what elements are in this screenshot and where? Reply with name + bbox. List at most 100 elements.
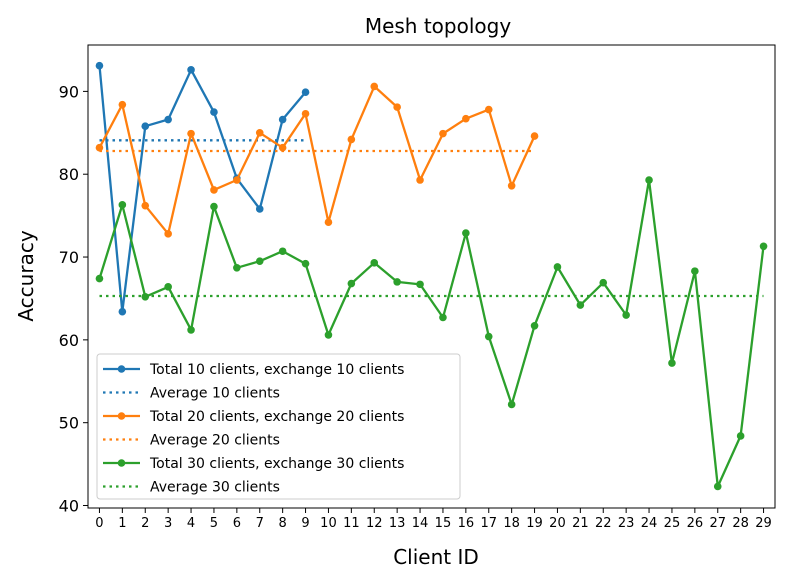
x-axis: 0 1 2 3 4 5 6 7 8 9 10 11 12 13 14 15 16 17 18 19 20 21 22 23 24… (95, 508, 772, 531)
x-tick-label: 15 (435, 516, 452, 531)
data-point (416, 176, 424, 184)
data-point (210, 108, 218, 116)
data-point (141, 201, 150, 210)
data-point (668, 359, 676, 367)
x-tick-label: 0 (95, 516, 103, 531)
legend-label: Average 10 clients (150, 386, 280, 402)
data-point (553, 263, 562, 271)
x-tick-label: 1 (118, 516, 126, 531)
series-line (98, 65, 307, 313)
data-point (301, 88, 310, 97)
data-point (187, 129, 195, 138)
x-tick-label: 22 (595, 516, 612, 531)
data-point (713, 482, 722, 491)
x-tick-label: 13 (389, 516, 406, 531)
data-point (439, 129, 447, 138)
data-point (95, 143, 104, 152)
x-tick-label: 28 (732, 516, 749, 531)
x-tick-label: 6 (233, 516, 241, 531)
y-tick-label: 40 (59, 497, 79, 516)
y-tick-label: 90 (59, 82, 79, 101)
data-point (370, 82, 379, 91)
y-tick-label: 70 (59, 248, 79, 267)
legend-marker (117, 412, 126, 420)
data-point (599, 278, 608, 287)
x-tick-label: 4 (187, 516, 195, 531)
plot-area (95, 61, 768, 491)
data-point (622, 311, 630, 319)
data-point (278, 143, 287, 152)
data-point (645, 176, 653, 184)
data-point (118, 201, 127, 209)
x-tick-label: 17 (480, 516, 497, 531)
x-axis-label: Client ID (393, 545, 479, 569)
series-4 (95, 176, 768, 491)
x-tick-label: 10 (320, 516, 337, 531)
x-tick-label: 27 (709, 516, 726, 531)
x-tick-label: 25 (664, 516, 681, 531)
data-point (301, 259, 310, 268)
x-tick-label: 14 (412, 516, 429, 531)
data-point (370, 259, 379, 267)
data-point (507, 400, 516, 409)
legend-label: Average 20 clients (150, 433, 280, 449)
data-point (507, 182, 516, 190)
series-line (98, 178, 765, 488)
data-point (324, 218, 333, 227)
data-point (530, 132, 539, 140)
data-point (95, 61, 104, 70)
data-point (210, 202, 218, 211)
legend-label: Total 10 clients, exchange 10 clients (149, 362, 404, 378)
data-point (278, 115, 287, 124)
data-point (576, 301, 585, 309)
data-point (233, 264, 241, 272)
x-tick-label: 11 (343, 516, 360, 531)
y-axis: 40 50 60 70 80 90 (59, 82, 88, 516)
data-point (759, 242, 768, 251)
legend: Total 10 clients, exchange 10 clients Ave… (96, 353, 461, 500)
series-0 (95, 61, 310, 316)
x-tick-label: 24 (641, 516, 658, 531)
data-point (95, 274, 104, 283)
data-point (530, 321, 539, 330)
data-point (255, 257, 264, 265)
x-tick-label: 9 (301, 516, 309, 531)
data-point (393, 278, 401, 286)
data-point (187, 66, 195, 74)
data-point (141, 122, 150, 130)
data-point (691, 267, 699, 275)
x-tick-label: 19 (526, 516, 543, 531)
x-tick-label: 16 (458, 516, 475, 531)
x-tick-label: 18 (503, 516, 520, 531)
x-tick-label: 21 (572, 516, 589, 531)
data-point (347, 279, 356, 288)
data-point (484, 332, 493, 341)
data-point (278, 247, 287, 256)
x-tick-label: 23 (618, 516, 635, 531)
data-point (210, 186, 218, 194)
plot-frame (87, 44, 776, 509)
data-point (255, 205, 264, 213)
x-tick-label: 26 (687, 516, 704, 531)
data-point (187, 326, 195, 334)
data-point (393, 103, 401, 111)
chart-title: Mesh topology (365, 14, 512, 38)
legend-marker (117, 459, 126, 467)
data-point (736, 432, 745, 440)
legend-marker (117, 365, 126, 373)
data-point (118, 307, 127, 316)
data-point (164, 230, 172, 238)
data-point (301, 109, 310, 118)
x-tick-label: 8 (279, 516, 287, 531)
data-point (462, 114, 470, 123)
data-point (484, 105, 493, 114)
data-point (416, 280, 424, 289)
x-tick-label: 29 (755, 516, 772, 531)
data-point (255, 128, 264, 137)
y-axis-label: Accuracy (14, 230, 38, 321)
data-point (164, 283, 172, 291)
x-tick-label: 3 (164, 516, 172, 531)
data-point (439, 313, 447, 322)
x-tick-label: 7 (256, 516, 264, 531)
